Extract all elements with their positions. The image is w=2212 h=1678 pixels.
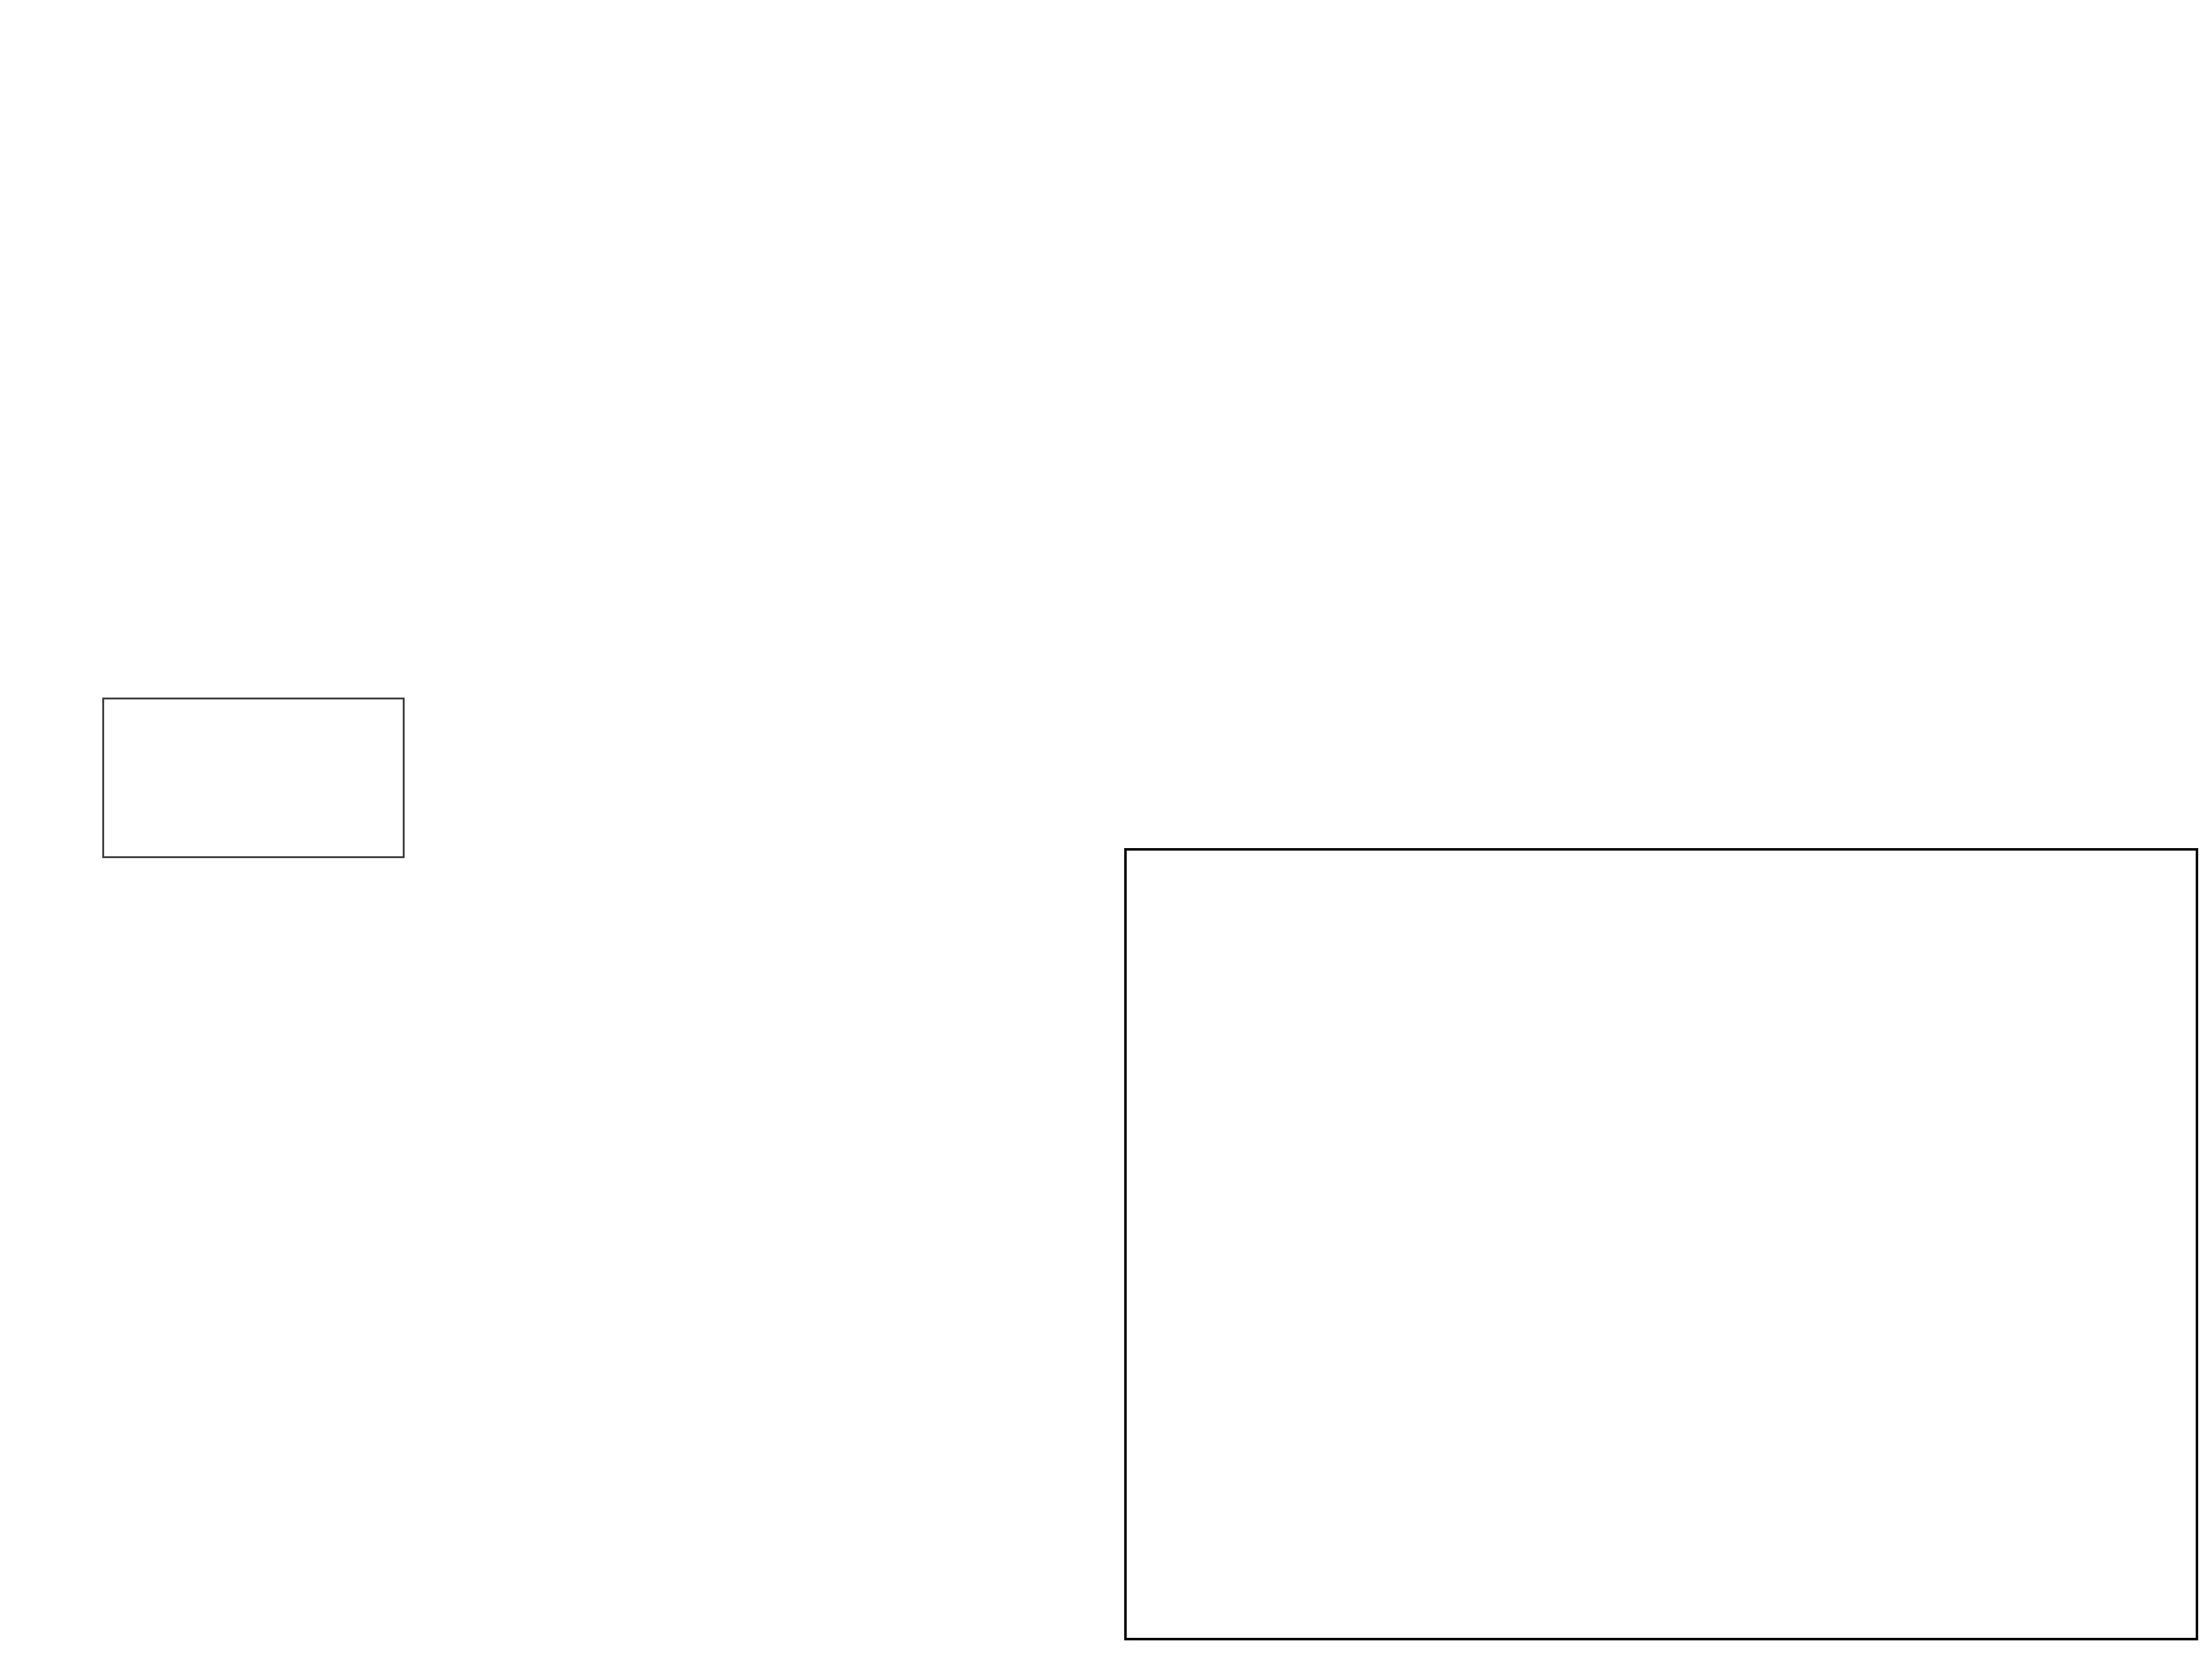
scale-bar <box>88 1549 1154 1678</box>
tn-map <box>144 975 1139 1509</box>
sediment-map <box>144 160 1129 709</box>
tp-map <box>1162 147 2184 684</box>
normalized-panel-border <box>1124 848 2198 1640</box>
normalized-map <box>1164 979 2142 1509</box>
priority-legend <box>102 698 405 858</box>
